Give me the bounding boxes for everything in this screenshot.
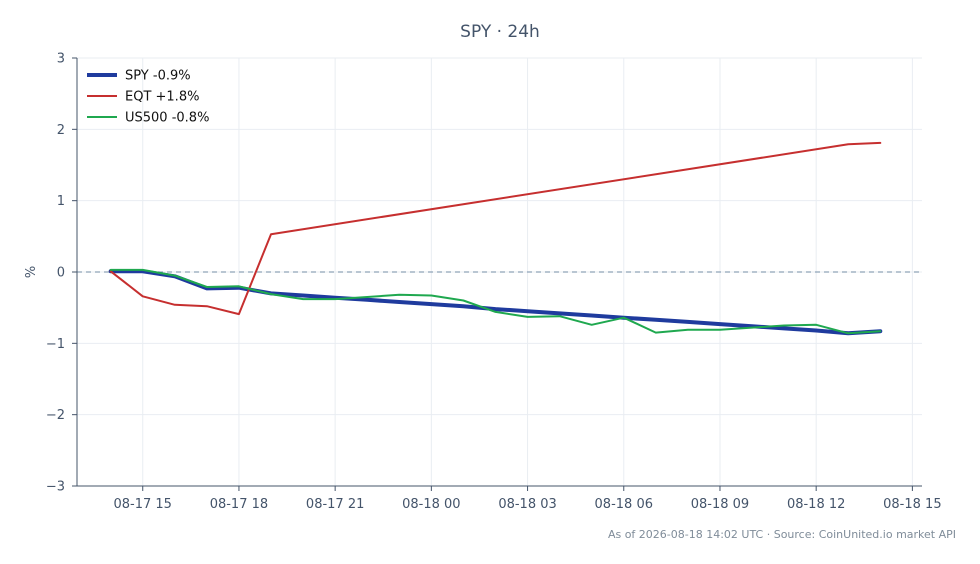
series-line-1	[109, 141, 882, 316]
footer-note: As of 2026-08-18 14:02 UTC · Source: Coi…	[608, 528, 956, 541]
series-line-0	[108, 269, 883, 336]
x-tick-label: 08-17 15	[114, 497, 172, 512]
x-tick-label: 08-18 06	[595, 497, 653, 512]
legend-label-1: EQT +1.8%	[125, 90, 199, 105]
x-tick-label: 08-17 21	[306, 497, 364, 512]
y-tick-label: 2	[57, 123, 65, 138]
series-line-2	[109, 268, 882, 335]
x-tick-label: 08-18 00	[402, 497, 460, 512]
chart-title: SPY · 24h	[460, 22, 540, 42]
axes: 3 2 1 0 −1 −2 −3 08-17 15 08-17 18 08-17 21 08-18 …	[46, 52, 942, 513]
x-tick-label: 08-18 09	[691, 497, 749, 512]
y-tick-label: −3	[46, 480, 65, 495]
y-tick-label: −1	[46, 337, 65, 352]
y-tick-label: 0	[57, 266, 65, 281]
x-tick-label: 08-18 12	[787, 497, 845, 512]
legend-label-2: US500 -0.8%	[125, 111, 209, 126]
x-tick-label: 08-18 15	[883, 497, 941, 512]
x-tick-label: 08-18 03	[498, 497, 556, 512]
y-tick-label: 3	[57, 52, 65, 67]
x-tick-label: 08-17 18	[210, 497, 268, 512]
series-lines	[108, 141, 883, 336]
y-axis-label: %	[24, 266, 39, 278]
y-tick-label: −2	[46, 408, 65, 423]
legend-label-0: SPY -0.9%	[125, 69, 191, 84]
y-tick-label: 1	[57, 194, 65, 209]
legend: SPY -0.9% EQT +1.8% US500 -0.8%	[87, 69, 209, 126]
